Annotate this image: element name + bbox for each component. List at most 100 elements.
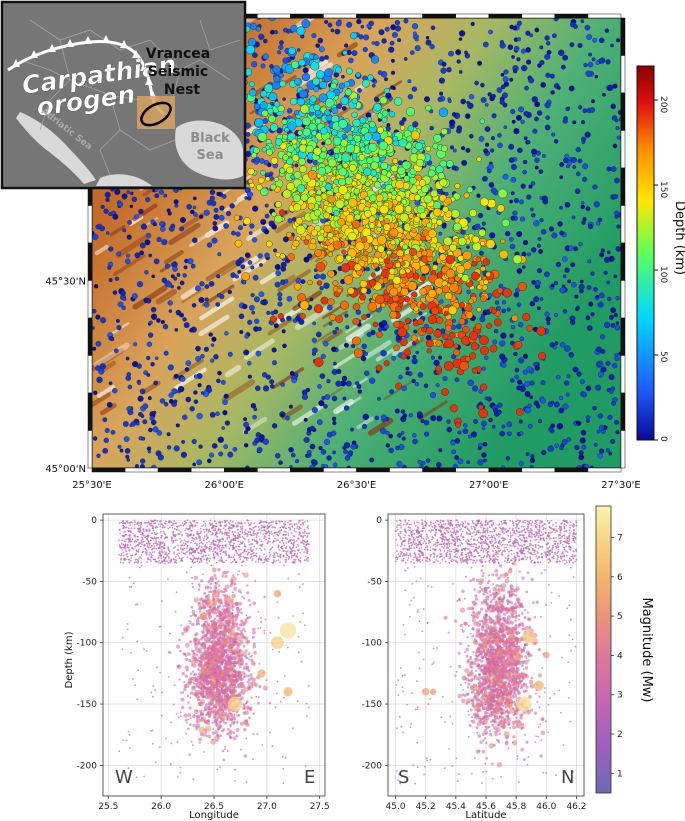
earthquake-point xyxy=(355,72,361,78)
earthquake-point xyxy=(353,187,360,195)
event-point xyxy=(174,545,177,548)
earthquake-point xyxy=(248,178,254,185)
earthquake-point xyxy=(559,287,566,294)
earthquake-point xyxy=(285,415,290,421)
earthquake-point xyxy=(224,331,229,336)
event-point xyxy=(184,521,187,523)
event-point xyxy=(222,551,225,553)
earthquake-point xyxy=(470,431,478,438)
earthquake-point xyxy=(287,145,295,153)
earthquake-point xyxy=(323,200,330,206)
earthquake-point xyxy=(209,411,216,418)
event-point xyxy=(131,538,134,541)
earthquake-point xyxy=(615,295,620,301)
event-point xyxy=(251,543,254,545)
earthquake-point xyxy=(274,201,282,208)
earthquake-point xyxy=(294,163,299,168)
earthquake-point xyxy=(379,205,389,215)
earthquake-point xyxy=(263,38,268,44)
earthquake-point xyxy=(277,313,284,320)
earthquake-point xyxy=(433,359,440,367)
earthquake-point xyxy=(499,340,506,347)
event-point xyxy=(258,538,261,541)
event-point xyxy=(293,558,295,561)
earthquake-point xyxy=(184,367,190,372)
event-point xyxy=(139,524,142,527)
longitude-tick-label: 27°00'E xyxy=(469,480,509,491)
event-point xyxy=(301,519,304,522)
earthquake-point xyxy=(477,60,483,66)
event-point xyxy=(141,536,144,539)
event-point xyxy=(203,549,205,552)
earthquake-point xyxy=(386,108,391,113)
event-point xyxy=(170,524,173,527)
event-point xyxy=(201,551,203,554)
event-point xyxy=(140,561,143,564)
earthquake-point xyxy=(388,111,396,118)
event-point xyxy=(119,558,122,561)
event-point xyxy=(161,542,164,545)
event-point xyxy=(240,528,243,530)
relief-streak xyxy=(155,288,177,305)
event-point xyxy=(248,543,251,546)
earthquake-point xyxy=(332,462,338,468)
earthquake-point xyxy=(248,88,257,97)
event-point xyxy=(125,533,128,536)
earthquake-point xyxy=(191,303,197,308)
earthquake-point xyxy=(545,72,551,78)
event-point xyxy=(208,548,211,550)
event-point xyxy=(293,544,295,547)
event-point xyxy=(198,545,201,548)
earthquake-point xyxy=(147,396,152,401)
relief-streak xyxy=(180,285,201,300)
earthquake-point xyxy=(146,373,151,377)
earthquake-point xyxy=(418,179,427,187)
earthquake-point xyxy=(557,221,563,227)
earthquake-point xyxy=(390,252,397,259)
earthquake-point xyxy=(386,250,392,256)
event-point xyxy=(244,529,247,531)
event-point xyxy=(146,545,149,548)
earthquake-point xyxy=(317,384,322,389)
event-point xyxy=(162,556,165,559)
earthquake-point xyxy=(317,166,327,176)
earthquake-point xyxy=(550,283,555,288)
event-point xyxy=(208,560,211,562)
earthquake-point xyxy=(96,453,101,458)
event-point xyxy=(188,528,190,530)
relief-streak xyxy=(272,367,305,389)
event-point xyxy=(190,553,193,555)
earthquake-point xyxy=(555,374,561,380)
earthquake-point xyxy=(576,305,580,310)
event-point xyxy=(186,556,189,558)
event-point xyxy=(244,522,246,525)
earthquake-point xyxy=(288,46,296,55)
earthquake-point xyxy=(374,415,380,421)
earthquake-point xyxy=(357,88,362,93)
event-point xyxy=(235,550,238,552)
event-point xyxy=(250,543,253,545)
earthquake-point xyxy=(335,380,342,387)
earthquake-point xyxy=(122,196,127,200)
earthquake-point xyxy=(544,102,551,109)
event-point xyxy=(195,543,198,545)
event-point xyxy=(259,521,262,523)
event-point xyxy=(164,537,166,540)
event-point xyxy=(306,543,308,546)
earthquake-point xyxy=(297,130,303,136)
earthquake-point xyxy=(562,54,569,61)
earthquake-point xyxy=(435,287,443,295)
earthquake-point xyxy=(294,459,300,464)
earthquake-point xyxy=(173,276,178,281)
event-point xyxy=(213,547,216,550)
earthquake-point xyxy=(508,143,515,150)
event-point xyxy=(164,560,166,563)
earthquake-point xyxy=(412,433,417,438)
earthquake-point xyxy=(469,208,478,217)
earthquake-point xyxy=(405,371,410,376)
earthquake-point xyxy=(352,303,361,311)
earthquake-point xyxy=(129,204,134,209)
earthquake-point xyxy=(284,279,289,284)
earthquake-point xyxy=(399,120,405,126)
earthquake-point xyxy=(369,194,377,202)
